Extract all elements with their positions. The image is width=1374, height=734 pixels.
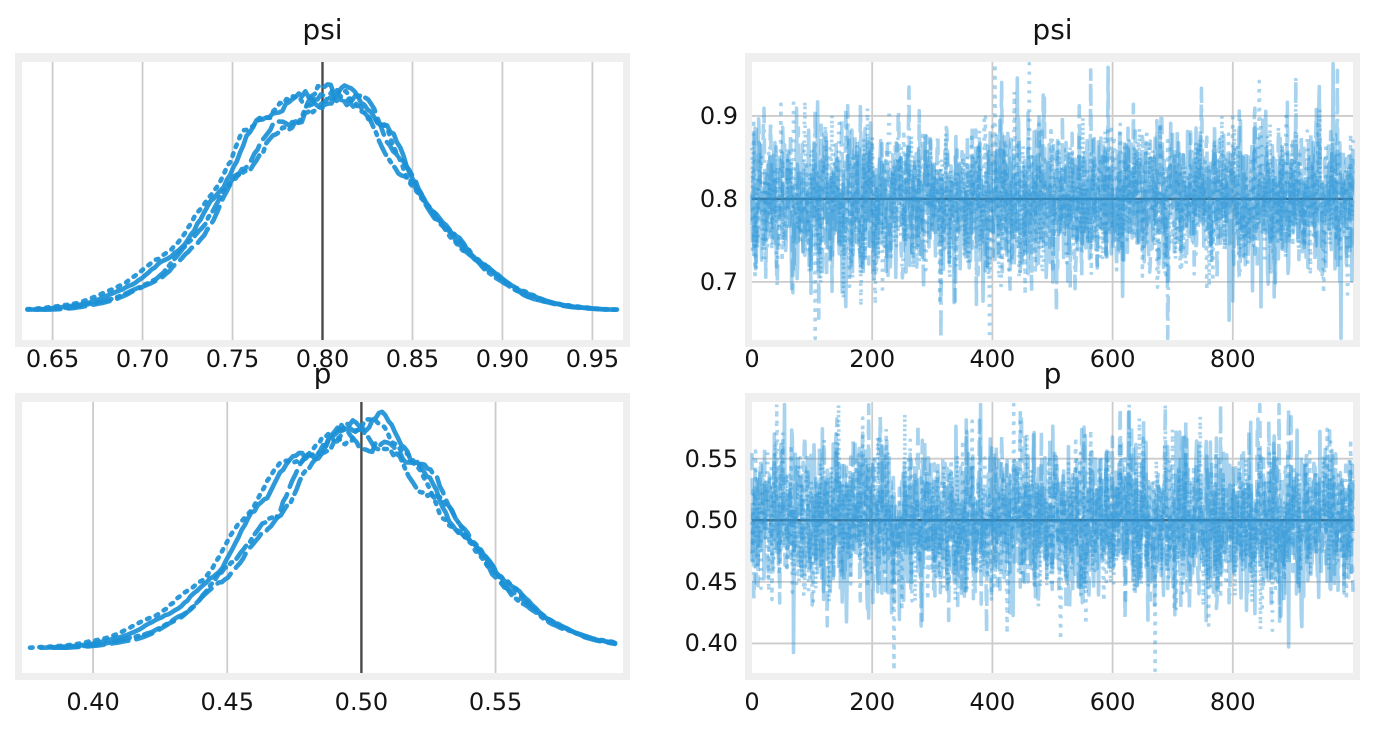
kde-p-plot [15,393,630,680]
trace-psi-plot [745,53,1360,347]
panel-title-psi-trace: psi [1032,13,1073,46]
y-tick-label: 0.45 [684,567,738,596]
panel-title-psi-posterior: psi [302,13,343,46]
y-tick-label: 0.9 [699,101,738,130]
x-tick-label: 0.90 [475,345,530,373]
y-tick-label: 0.8 [699,184,738,213]
x-tick-label: 0.80 [295,345,350,373]
x-tick-label: 400 [969,345,1016,373]
x-tick-label: 0.55 [468,688,523,716]
x-tick-label: 0.95 [565,345,620,373]
x-tick-label: 600 [1089,688,1136,716]
x-tick-label: 200 [849,345,896,373]
x-tick-label: 0.70 [115,345,170,373]
panel-title-p-posterior: p [313,357,332,390]
x-tick-label: 0 [744,688,760,716]
trace-p-plot [745,393,1360,680]
kde-psi-plot [15,53,630,347]
x-tick-label: 600 [1089,345,1136,373]
y-tick-label: 0.50 [684,506,738,535]
x-tick-label: 0.65 [25,345,80,373]
x-tick-label: 0 [744,345,760,373]
x-tick-label: 800 [1209,688,1256,716]
x-tick-label: 0.75 [205,345,260,373]
y-tick-label: 0.40 [684,629,738,658]
x-tick-label: 200 [849,688,896,716]
panel-title-p-trace: p [1043,357,1062,390]
y-tick-label: 0.55 [684,444,738,473]
y-tick-label: 0.7 [699,267,738,296]
x-tick-label: 400 [969,688,1016,716]
x-tick-label: 800 [1209,345,1256,373]
x-tick-label: 0.85 [385,345,440,373]
x-tick-label: 0.45 [200,688,254,716]
x-tick-label: 0.40 [66,688,120,716]
x-tick-label: 0.50 [334,688,389,716]
